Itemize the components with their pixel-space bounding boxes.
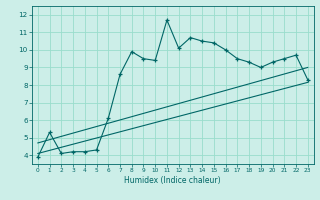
X-axis label: Humidex (Indice chaleur): Humidex (Indice chaleur) bbox=[124, 176, 221, 185]
